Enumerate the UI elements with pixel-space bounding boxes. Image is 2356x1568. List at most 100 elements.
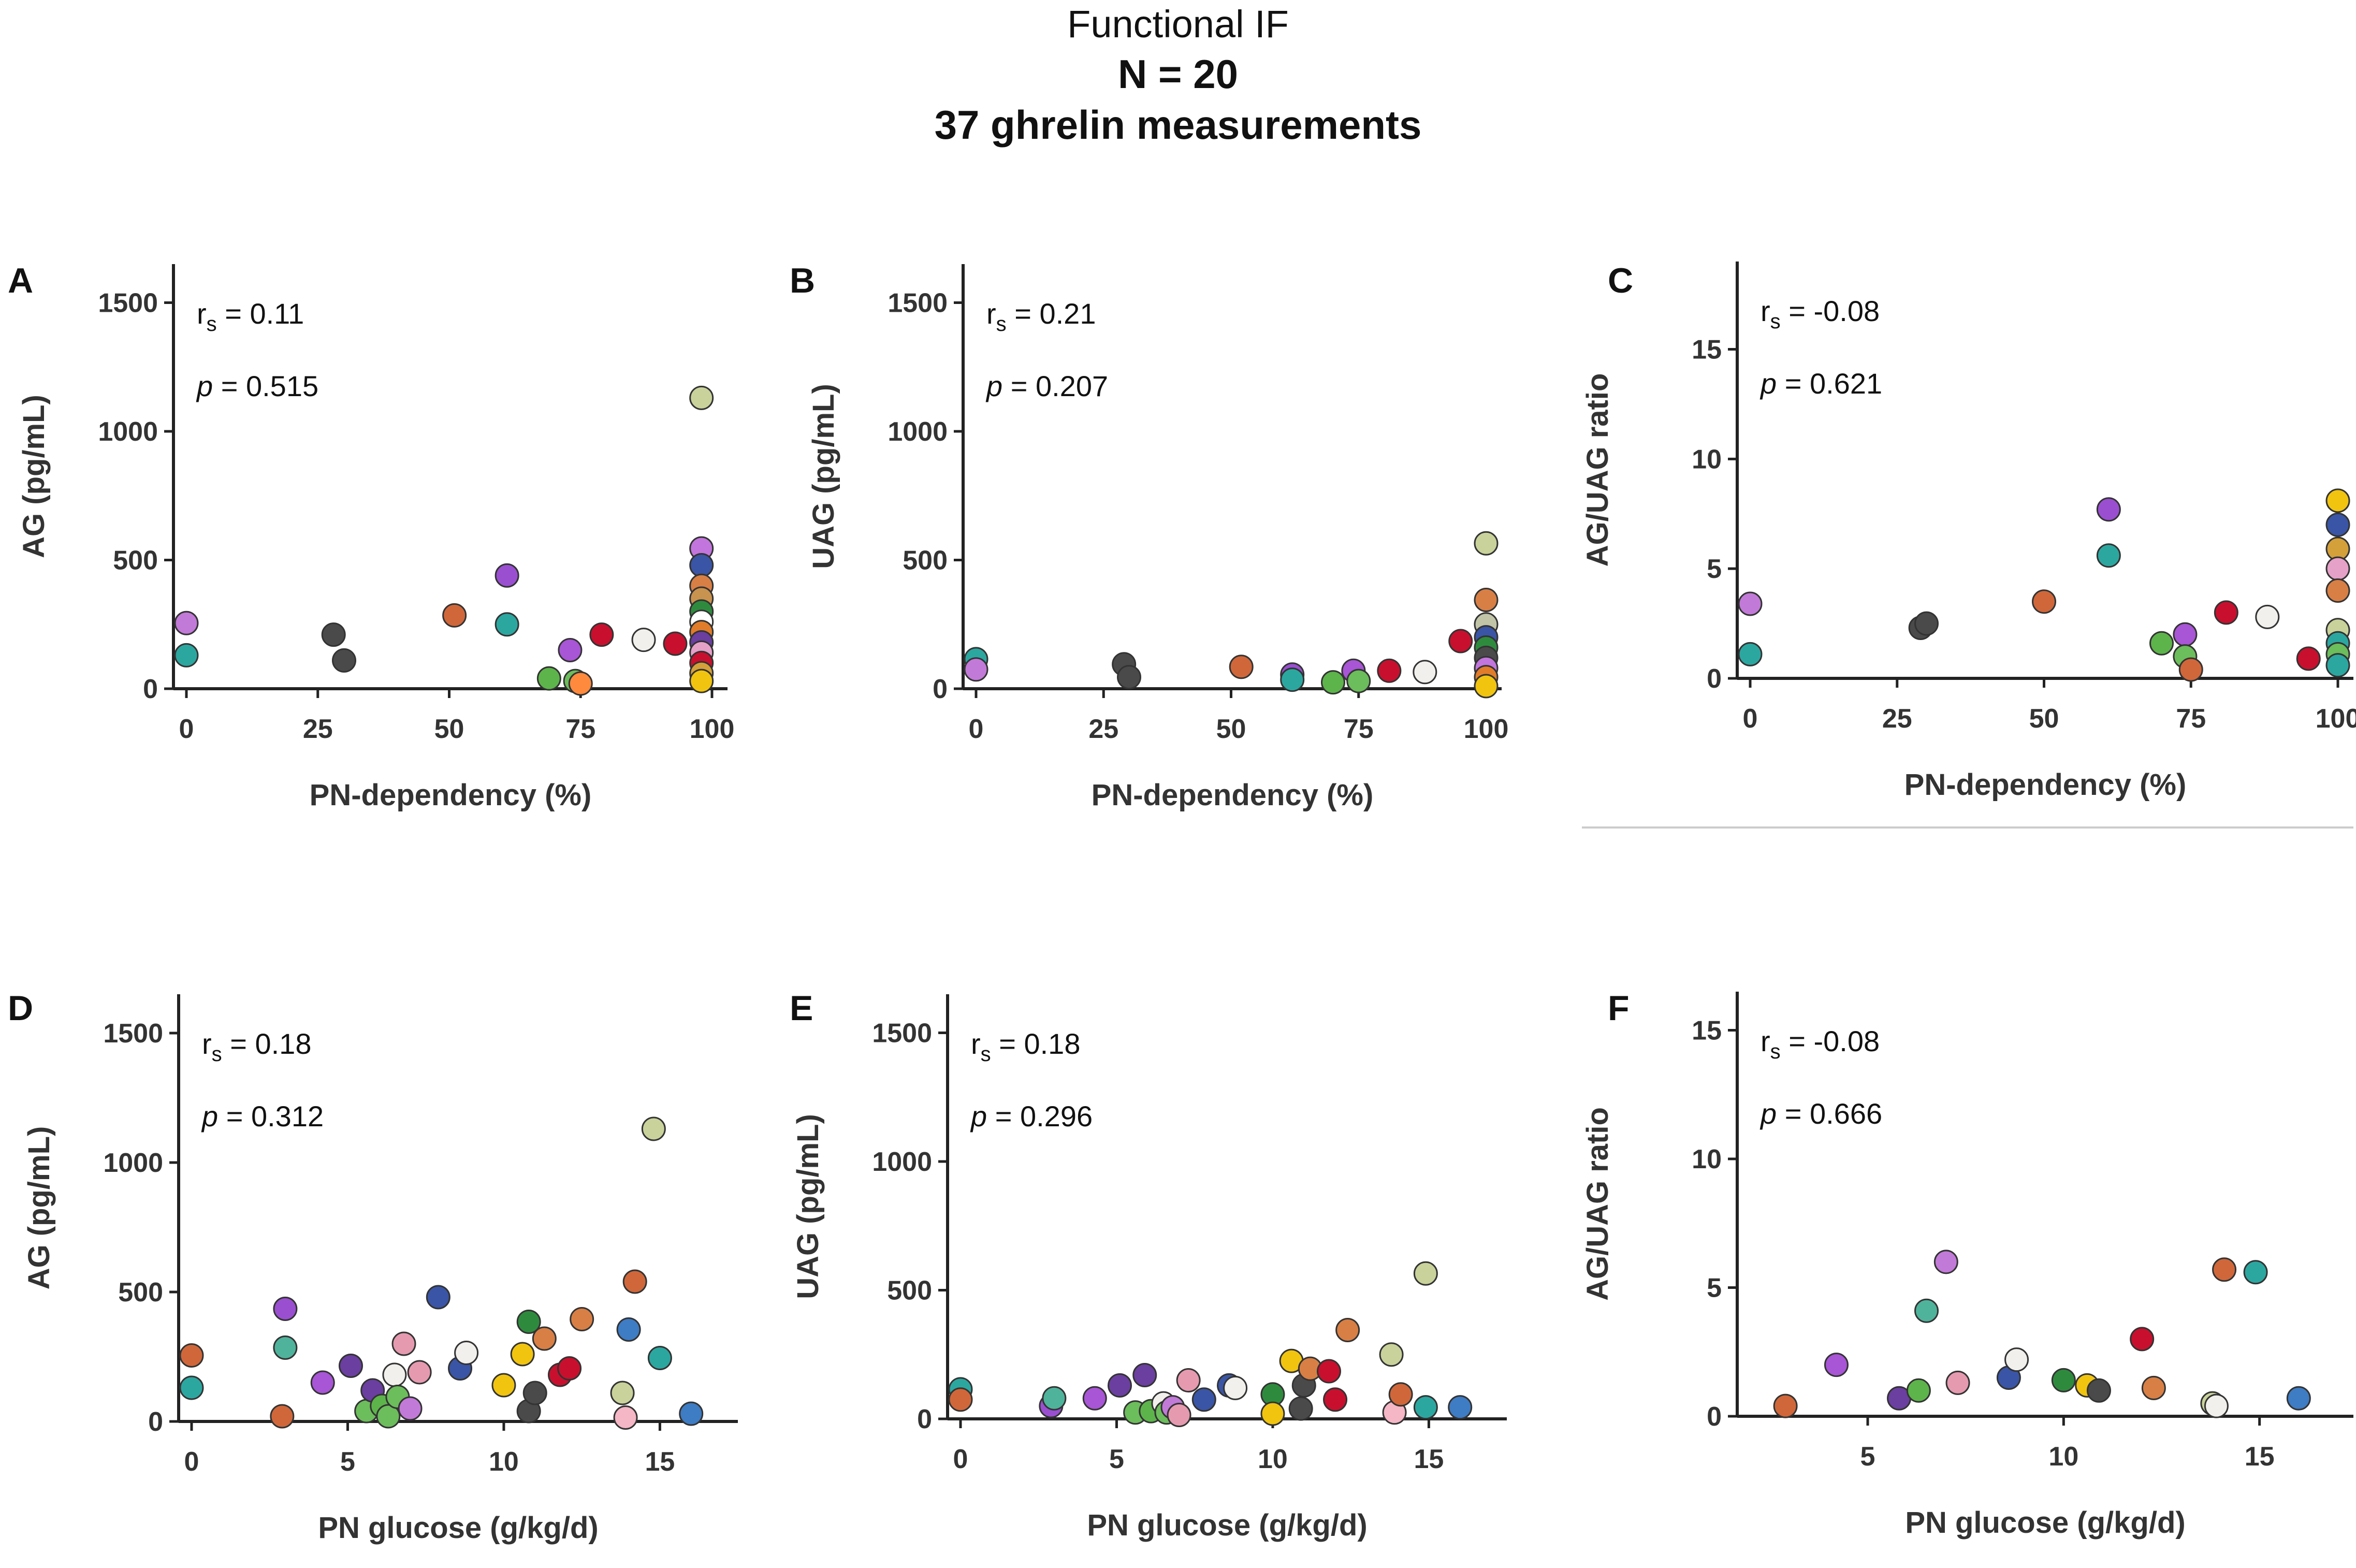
y-axis-title: AG (pg/mL): [22, 1126, 56, 1290]
data-point: [2149, 631, 2174, 656]
y-tick-label: 0: [148, 1407, 163, 1437]
data-point: [663, 631, 688, 656]
y-axis-title: AG/UAG ratio: [1581, 373, 1615, 567]
data-point: [2141, 1375, 2166, 1400]
data-point: [1323, 1387, 1348, 1412]
stat-p-symbol: p: [970, 1100, 987, 1133]
data-point: [273, 1297, 298, 1321]
stat-p-value: = 0.515: [213, 370, 318, 402]
panel-d: D 0 500 1000 1500 0 5 10 15 PN glucose (g/kg/d) AG…: [8, 989, 738, 1545]
x-tick-label: 15: [1414, 1444, 1444, 1474]
data-point: [2173, 622, 2198, 647]
x-axis-title: PN-dependency (%): [1092, 778, 1374, 812]
data-point: [522, 1381, 547, 1405]
stat-rs-symbol: r: [971, 1027, 981, 1060]
x-tick-label: 10: [2048, 1442, 2078, 1472]
data-point: [2214, 600, 2238, 625]
data-point: [558, 637, 583, 662]
x-axis-title: PN glucose (g/kg/d): [1905, 1506, 2185, 1540]
figure-n-label: N = 20: [1118, 51, 1238, 97]
data-point: [1335, 1318, 1360, 1343]
y-tick-label: 1000: [872, 1147, 932, 1177]
data-point: [270, 1404, 295, 1429]
stat-p-value: = 0.621: [1777, 367, 1882, 400]
data-point: [332, 648, 356, 673]
stat-rs: rs = 0.18: [971, 1027, 1080, 1066]
data-point: [1316, 1359, 1341, 1384]
data-point: [536, 666, 561, 691]
x-tick-label: 25: [1088, 714, 1118, 744]
y-tick-label: 500: [903, 546, 948, 576]
x-tick-label: 15: [2245, 1442, 2275, 1472]
x-tick-label: 5: [1109, 1444, 1124, 1474]
stat-rs: rs = 0.21: [986, 297, 1096, 336]
y-tick-label: 1000: [98, 417, 158, 447]
x-tick-label: 50: [1216, 714, 1246, 744]
y-tick-label: 0: [933, 674, 948, 704]
data-point: [557, 1356, 582, 1381]
data-point: [454, 1341, 479, 1365]
data-point: [1413, 1261, 1438, 1286]
data-point: [491, 1373, 516, 1398]
data-point: [1167, 1403, 1191, 1428]
data-point: [339, 1354, 363, 1378]
y-tick-label: 15: [1692, 335, 1722, 365]
panel-b: B 0 500 1000 1500 0 25 50 75 100 PN-dependency (%)…: [790, 261, 1508, 812]
y-axis-title: AG (pg/mL): [17, 395, 51, 558]
data-point: [495, 612, 519, 637]
x-tick-label: 0: [184, 1447, 199, 1477]
stat-p-value: = 0.207: [1002, 370, 1108, 402]
data-point: [1176, 1368, 1201, 1392]
data-point: [2096, 543, 2121, 568]
stat-rs-subscript: s: [981, 1043, 991, 1066]
data-point: [613, 1405, 638, 1430]
data-point: [1474, 674, 1499, 699]
data-point: [391, 1331, 416, 1356]
y-tick-label: 1500: [98, 288, 158, 318]
figure-header: Functional IF N = 20 37 ghrelin measurem…: [0, 0, 2356, 150]
x-tick-label: 10: [489, 1447, 519, 1477]
data-point: [442, 603, 467, 628]
stat-p-symbol: p: [1759, 1097, 1777, 1130]
y-tick-label: 15: [1692, 1016, 1722, 1046]
panel-letter: C: [1608, 261, 1633, 300]
y-tick-label: 1000: [103, 1148, 163, 1178]
data-point: [570, 1307, 594, 1331]
data-point: [398, 1396, 423, 1421]
data-point: [1082, 1386, 1107, 1411]
y-tick-label: 1000: [888, 417, 948, 447]
data-point: [1377, 658, 1402, 683]
data-point: [407, 1360, 432, 1385]
stat-rs-symbol: r: [1761, 1025, 1770, 1057]
data-point: [1413, 660, 1437, 685]
stat-p: p = 0.666: [1759, 1097, 1882, 1130]
stat-rs: rs = 0.11: [197, 297, 304, 336]
stat-p-value: = 0.296: [987, 1100, 1093, 1133]
stat-rs-value: = 0.18: [991, 1027, 1081, 1060]
x-tick-label: 100: [1464, 714, 1509, 744]
data-point: [2178, 657, 2203, 682]
data-point: [382, 1362, 407, 1387]
data-point: [174, 643, 199, 667]
data-point: [964, 657, 988, 682]
data-point: [1117, 665, 1141, 690]
y-tick-label: 0: [917, 1404, 932, 1434]
data-point: [689, 385, 714, 410]
y-axis-title: UAG (pg/mL): [791, 1114, 825, 1299]
data-point: [1229, 655, 1254, 679]
data-point: [376, 1404, 401, 1429]
stat-rs-value: = 0.11: [217, 297, 304, 330]
stat-rs: rs = -0.08: [1761, 295, 1880, 333]
data-point: [1280, 667, 1305, 692]
data-point: [174, 611, 199, 635]
data-point: [321, 622, 346, 647]
stat-p-symbol: p: [196, 370, 213, 402]
y-tick-label: 500: [118, 1277, 163, 1308]
data-point: [589, 622, 614, 647]
stat-rs-symbol: r: [1761, 295, 1770, 327]
stat-rs-value: = 0.18: [222, 1027, 312, 1060]
data-point: [310, 1370, 335, 1395]
stat-p: p = 0.207: [985, 370, 1108, 402]
data-point: [641, 1116, 666, 1141]
data-point: [510, 1342, 535, 1367]
